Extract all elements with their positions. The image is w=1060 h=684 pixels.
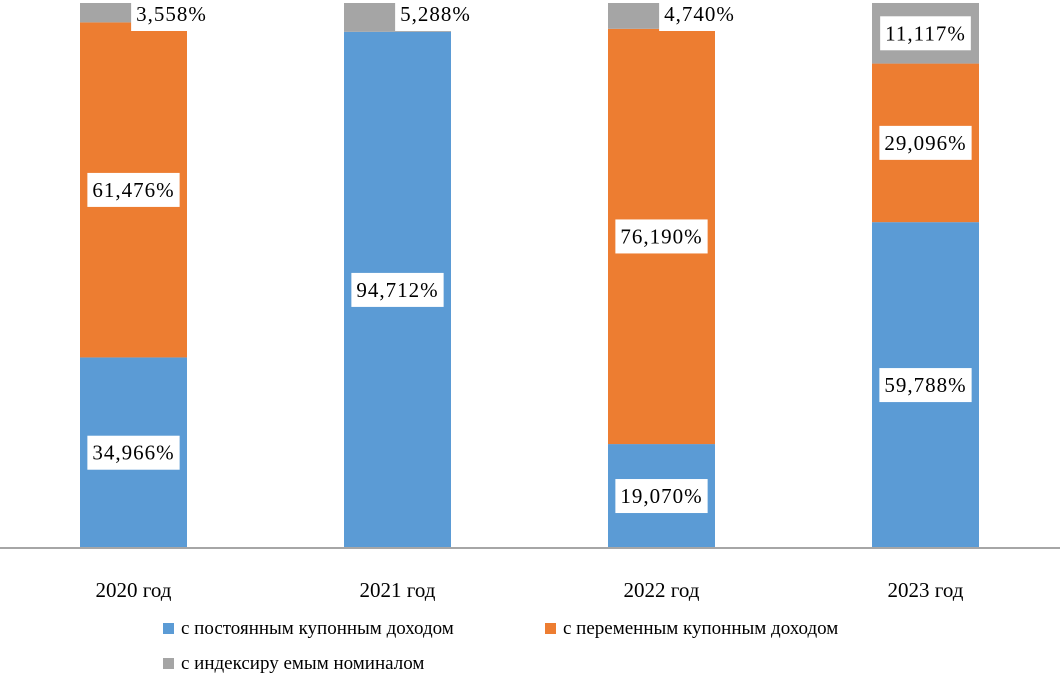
data-label-text: 4,740% <box>664 2 735 26</box>
legend-item-3: с индексиру емым номиналом <box>163 653 424 674</box>
data-label-1-2020-год: 34,966% <box>87 435 180 470</box>
data-label-text: 94,712% <box>356 278 438 302</box>
data-label-background <box>879 125 972 160</box>
bars-layer <box>80 2 979 549</box>
data-label-text: 19,070% <box>620 484 702 508</box>
legend-item-2: с переменным купонным доходом <box>545 618 838 639</box>
data-labels-layer: 34,966% 61,476% 3,558% 94,712% 5,288% 19,070%… <box>87 0 972 514</box>
data-label-text: 5,288% <box>400 2 471 26</box>
data-label-text: 34,966% <box>92 441 174 465</box>
data-label-1-2023-год: 59,788% <box>879 368 972 403</box>
data-label-2-2023-год: 29,096% <box>879 125 972 160</box>
data-label-2-2022-год: 76,190% <box>615 219 708 254</box>
category-label-2020-год: 2020 год <box>96 578 172 602</box>
legend-label: с переменным купонным доходом <box>563 618 838 639</box>
category-label-2022-год: 2022 год <box>624 578 700 602</box>
legend-swatch <box>163 658 174 669</box>
data-label-1-2021-год: 94,712% <box>351 272 444 307</box>
data-label-text: 3,558% <box>136 2 207 26</box>
data-label-3-2020-год: 3,558% <box>131 0 212 31</box>
legend-label: с постоянным купонным доходом <box>181 618 454 639</box>
data-label-background <box>879 368 972 403</box>
data-label-background <box>351 272 444 307</box>
data-label-text: 29,096% <box>884 131 966 155</box>
category-labels-layer: 2020 год 2021 год 2022 год 2023 год <box>96 578 964 602</box>
data-label-background <box>131 0 212 31</box>
legend-swatch <box>545 623 556 634</box>
data-label-background <box>87 435 180 470</box>
data-label-3-2022-год: 4,740% <box>659 0 740 31</box>
legend-item-1: с постоянным купонным доходом <box>163 618 454 639</box>
category-label-2023-год: 2023 год <box>888 578 964 602</box>
data-label-2-2020-год: 61,476% <box>87 172 180 207</box>
data-label-text: 61,476% <box>92 178 174 202</box>
data-label-3-2021-год: 5,288% <box>395 0 476 31</box>
data-label-background <box>395 0 476 31</box>
data-label-text: 11,117% <box>885 21 966 45</box>
data-label-1-2022-год: 19,070% <box>615 479 708 514</box>
data-label-background <box>659 0 740 31</box>
data-label-background <box>615 219 708 254</box>
legend-label: с индексиру емым номиналом <box>181 653 424 674</box>
legend: с постоянным купонным доходом с переменны… <box>163 618 838 674</box>
data-label-text: 76,190% <box>620 224 702 248</box>
data-label-background <box>615 479 708 514</box>
legend-swatch <box>163 623 174 634</box>
data-label-3-2023-год: 11,117% <box>880 16 971 51</box>
data-label-background <box>87 172 180 207</box>
category-label-2021-год: 2021 год <box>360 578 436 602</box>
data-label-text: 59,788% <box>884 373 966 397</box>
data-label-background <box>880 16 971 51</box>
